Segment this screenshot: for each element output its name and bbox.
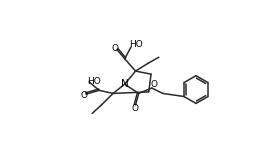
Text: HO: HO (87, 77, 101, 86)
Text: O: O (80, 91, 87, 100)
Text: N: N (121, 79, 128, 89)
Text: HO: HO (130, 40, 143, 49)
Text: O: O (151, 80, 158, 89)
Text: O: O (112, 44, 119, 53)
Text: O: O (131, 104, 138, 113)
